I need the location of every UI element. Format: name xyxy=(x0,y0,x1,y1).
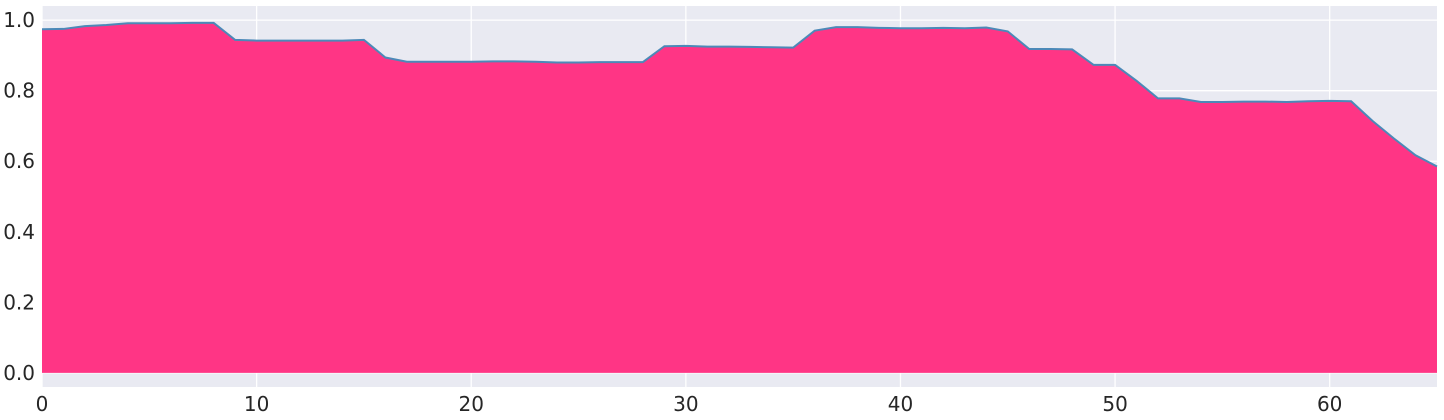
y-tick-label: 0.2 xyxy=(3,290,35,314)
x-axis-tick-labels: 0 10 20 30 40 50 60 xyxy=(36,392,1343,416)
series-area-fill xyxy=(42,22,1437,373)
x-tick-label: 60 xyxy=(1317,392,1342,416)
y-axis-tick-labels: 0.0 0.2 0.4 0.6 0.8 1.0 xyxy=(3,8,35,385)
x-tick-label: 10 xyxy=(244,392,269,416)
x-tick-label: 20 xyxy=(459,392,484,416)
series-line xyxy=(41,21,1438,168)
y-tick-label: 0.8 xyxy=(3,79,35,103)
y-tick-label: 1.0 xyxy=(3,8,35,32)
x-tick-label: 30 xyxy=(673,392,698,416)
x-tick-label: 0 xyxy=(36,392,49,416)
x-tick-label: 50 xyxy=(1102,392,1127,416)
y-tick-label: 0.6 xyxy=(3,149,35,173)
x-tick-label: 40 xyxy=(888,392,913,416)
y-tick-label: 0.0 xyxy=(3,361,35,385)
y-tick-label: 0.4 xyxy=(3,220,35,244)
